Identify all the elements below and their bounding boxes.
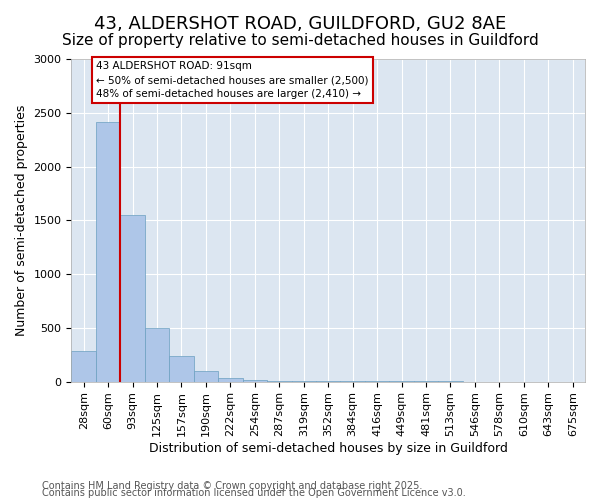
Bar <box>267 380 292 382</box>
Bar <box>169 356 194 382</box>
Text: 43 ALDERSHOT ROAD: 91sqm
← 50% of semi-detached houses are smaller (2,500)
48% o: 43 ALDERSHOT ROAD: 91sqm ← 50% of semi-d… <box>96 61 368 99</box>
Bar <box>71 352 96 382</box>
Text: Contains public sector information licensed under the Open Government Licence v3: Contains public sector information licen… <box>42 488 466 498</box>
Bar <box>194 371 218 382</box>
Bar <box>242 380 267 382</box>
Bar <box>218 378 242 382</box>
Bar <box>96 122 121 382</box>
Text: Size of property relative to semi-detached houses in Guildford: Size of property relative to semi-detach… <box>62 32 538 48</box>
Text: Contains HM Land Registry data © Crown copyright and database right 2025.: Contains HM Land Registry data © Crown c… <box>42 481 422 491</box>
Y-axis label: Number of semi-detached properties: Number of semi-detached properties <box>15 104 28 336</box>
Text: 43, ALDERSHOT ROAD, GUILDFORD, GU2 8AE: 43, ALDERSHOT ROAD, GUILDFORD, GU2 8AE <box>94 15 506 33</box>
Bar <box>121 215 145 382</box>
Bar <box>145 328 169 382</box>
X-axis label: Distribution of semi-detached houses by size in Guildford: Distribution of semi-detached houses by … <box>149 442 508 455</box>
